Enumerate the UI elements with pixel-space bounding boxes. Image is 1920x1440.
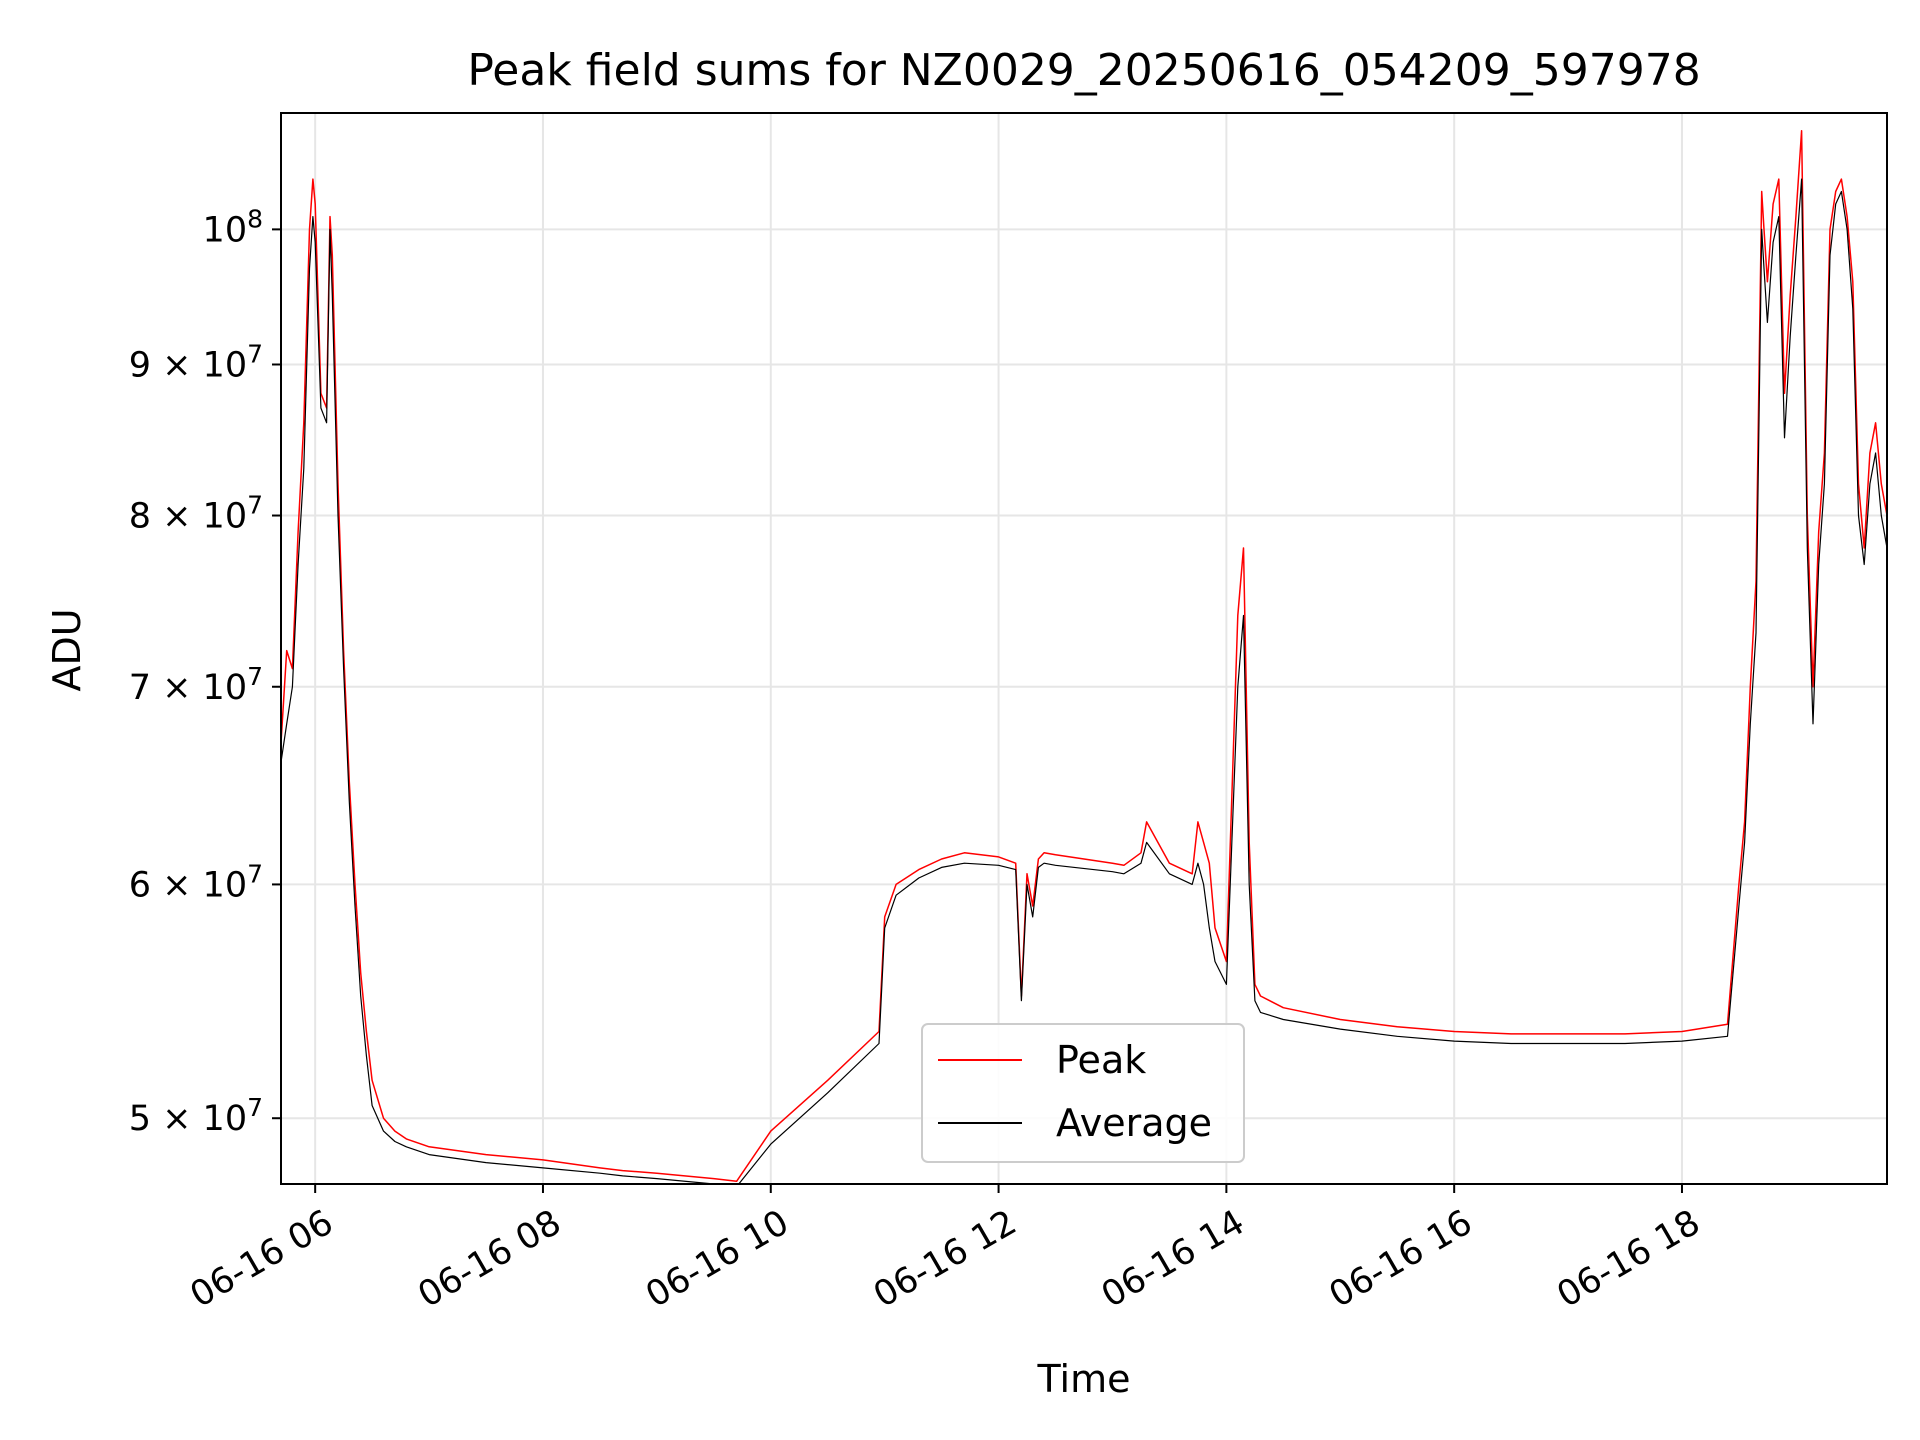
y-axis-ticks: 5 × 107 6 × 107 7 × 107 8 × 107 9 × 107 108: [129, 204, 281, 1139]
legend-label-average: Average: [1056, 1101, 1212, 1145]
series-layer: [281, 129, 1887, 1184]
y-tick-label: 9 × 107: [129, 339, 263, 385]
series-line-peak: [281, 129, 1887, 1183]
y-axis-label: ADU: [45, 608, 89, 691]
y-tick-label: 7 × 107: [129, 662, 263, 708]
legend-box: [921, 1023, 1245, 1163]
x-axis-label: Time: [1037, 1357, 1131, 1401]
plot-frame: [280, 112, 1888, 1185]
series-line-average: [281, 178, 1887, 1184]
y-tick-label: 8 × 107: [129, 491, 263, 537]
legend-label-peak: Peak: [1056, 1038, 1146, 1082]
y-tick-label: 108: [203, 204, 263, 250]
chart-legend: Peak Average: [921, 1023, 1245, 1163]
grid-x: [314, 113, 1683, 1184]
y-tick-label: 5 × 107: [129, 1093, 263, 1139]
plot-area: [280, 112, 1888, 1185]
chart-title: Peak field sums for NZ0029_20250616_0542…: [467, 45, 1700, 96]
y-tick-label: 6 × 107: [129, 859, 263, 905]
plot-background: [281, 113, 1887, 1184]
